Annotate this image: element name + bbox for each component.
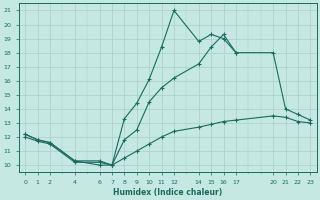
X-axis label: Humidex (Indice chaleur): Humidex (Indice chaleur) [113,188,222,197]
